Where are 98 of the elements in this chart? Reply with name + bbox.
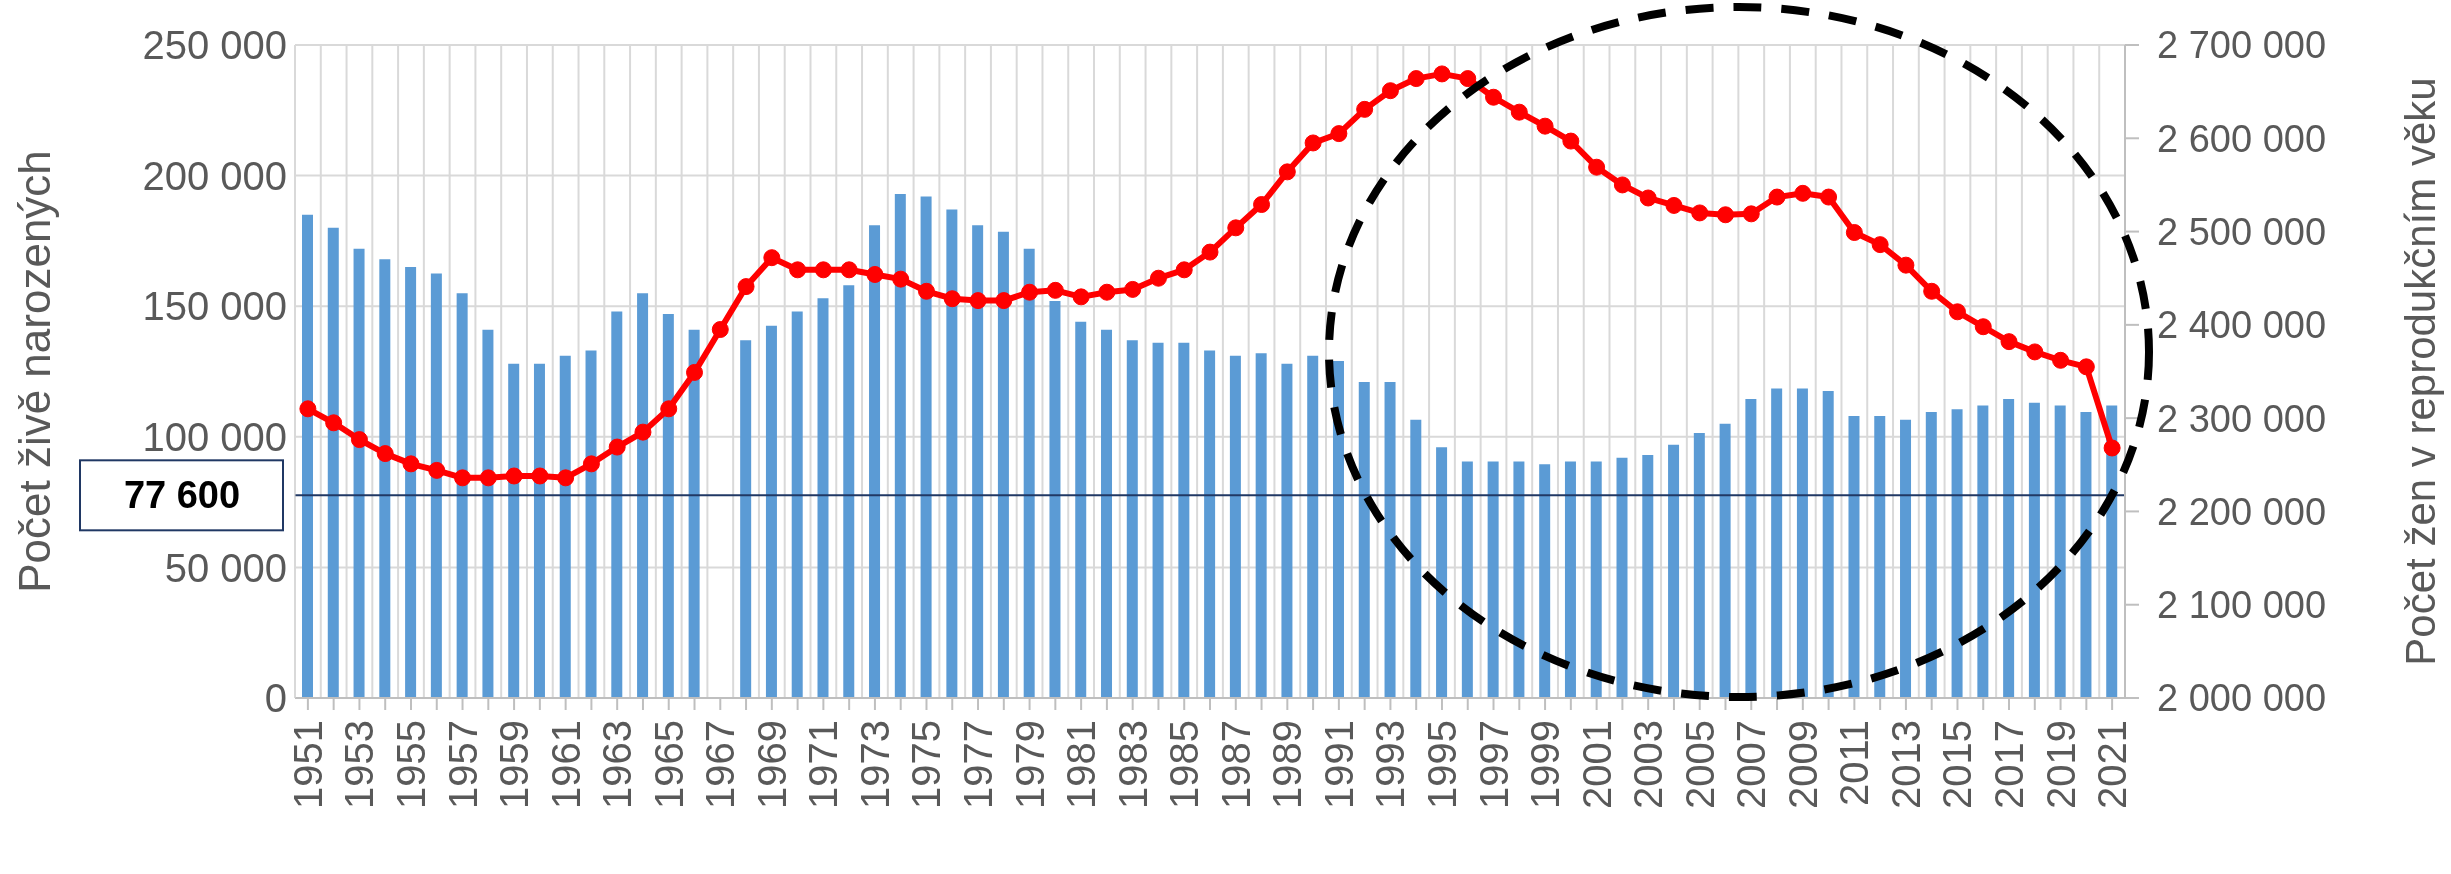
y2-axis-title: Počet žen v reprodukčním věku bbox=[2396, 77, 2444, 666]
x-tick-label: 1987 bbox=[1213, 720, 1258, 809]
bar bbox=[740, 340, 752, 698]
bar bbox=[817, 298, 829, 698]
bar bbox=[1358, 381, 1370, 698]
bar bbox=[1900, 419, 1912, 698]
x-tick-label: 1979 bbox=[1007, 720, 1052, 809]
x-tick-label: 1963 bbox=[595, 720, 640, 809]
bar bbox=[1513, 461, 1525, 698]
bar bbox=[1152, 342, 1164, 698]
x-tick-label: 1961 bbox=[543, 720, 588, 809]
x-tick-label: 1981 bbox=[1059, 720, 1104, 809]
y2-tick-label: 2 400 000 bbox=[2157, 304, 2327, 347]
bar bbox=[1874, 415, 1886, 698]
bar bbox=[1436, 447, 1448, 698]
x-tick-label: 2001 bbox=[1574, 720, 1619, 809]
bar bbox=[1822, 391, 1834, 698]
ref-line-label: 77 600 bbox=[123, 474, 241, 517]
y-tick-label: 150 000 bbox=[142, 284, 287, 329]
bar bbox=[843, 285, 855, 698]
bar bbox=[1771, 388, 1783, 698]
y-axis-title: Počet živě narozených bbox=[9, 150, 59, 593]
y-tick-label: 0 bbox=[264, 676, 287, 721]
x-tick-label: 2007 bbox=[1729, 720, 1774, 809]
bar bbox=[791, 311, 803, 698]
x-tick-label: 1969 bbox=[749, 720, 794, 809]
x-tick-label: 1993 bbox=[1368, 720, 1413, 809]
x-tick-label: 2021 bbox=[2090, 720, 2135, 809]
x-tick-label: 1997 bbox=[1471, 720, 1516, 809]
bar bbox=[1616, 457, 1628, 698]
bar bbox=[1075, 321, 1087, 698]
x-tick-label: 1975 bbox=[904, 720, 949, 809]
x-tick-label: 1983 bbox=[1110, 720, 1155, 809]
x-tick-label: 2011 bbox=[1832, 720, 1877, 807]
bar bbox=[1796, 388, 1808, 698]
bar bbox=[1281, 363, 1293, 698]
x-tick-label: 2005 bbox=[1677, 720, 1722, 809]
bar bbox=[1487, 461, 1499, 698]
y-tick-label: 200 000 bbox=[142, 153, 287, 198]
bar bbox=[2080, 411, 2092, 698]
y-tick-label: 50 000 bbox=[164, 545, 287, 590]
x-tick-label: 1999 bbox=[1523, 720, 1568, 809]
x-tick-label: 1951 bbox=[285, 720, 330, 809]
x-tick-label: 1957 bbox=[440, 720, 485, 809]
x-tick-label: 1991 bbox=[1316, 720, 1361, 809]
y2-tick-label: 2 000 000 bbox=[2157, 677, 2327, 720]
x-tick-label: 1995 bbox=[1419, 720, 1464, 809]
x-tick-label: 1985 bbox=[1162, 720, 1207, 809]
y2-tick-label: 2 200 000 bbox=[2157, 490, 2327, 533]
x-tick-label: 1953 bbox=[337, 720, 382, 809]
y2-tick-label: 2 500 000 bbox=[2157, 211, 2327, 254]
x-tick-label: 1955 bbox=[388, 720, 433, 809]
bar bbox=[1642, 455, 1654, 698]
bar bbox=[1384, 381, 1396, 698]
x-tick-label: 2003 bbox=[1626, 720, 1671, 809]
y-tick-label: 100 000 bbox=[142, 415, 287, 459]
bar bbox=[1848, 415, 1860, 698]
x-tick-label: 2009 bbox=[1780, 720, 1825, 809]
x-tick-label: 2013 bbox=[1883, 720, 1928, 809]
bar bbox=[1229, 355, 1241, 698]
y2-tick-label: 2 100 000 bbox=[2157, 584, 2327, 627]
bar bbox=[765, 325, 777, 698]
x-tick-label: 1971 bbox=[801, 720, 846, 809]
y2-tick-label: 2 700 000 bbox=[2157, 24, 2327, 67]
x-tick-label: 1965 bbox=[646, 720, 691, 809]
bar bbox=[1977, 405, 1989, 698]
y2-tick-label: 2 600 000 bbox=[2157, 117, 2327, 160]
bar bbox=[1925, 411, 1937, 698]
x-tick-label: 2019 bbox=[2038, 720, 2083, 809]
bar bbox=[1668, 444, 1680, 698]
x-tick-label: 1977 bbox=[956, 720, 1001, 809]
bar bbox=[1564, 461, 1576, 698]
bar bbox=[1126, 340, 1138, 698]
x-tick-label: 1973 bbox=[852, 720, 897, 809]
x-tick-label: 1989 bbox=[1265, 720, 1310, 809]
bar bbox=[2054, 405, 2066, 698]
bar bbox=[1539, 464, 1551, 698]
bar bbox=[1719, 423, 1731, 698]
x-tick-label: 1959 bbox=[492, 720, 537, 809]
bar bbox=[1590, 461, 1602, 698]
bar bbox=[1101, 329, 1113, 698]
bar bbox=[1951, 409, 1963, 698]
x-tick-label: 2017 bbox=[1987, 720, 2032, 809]
x-tick-label: 1967 bbox=[698, 720, 743, 809]
bar bbox=[508, 363, 520, 698]
x-tick-label: 2015 bbox=[1935, 720, 1980, 809]
bar bbox=[1410, 419, 1422, 698]
bar bbox=[1178, 342, 1190, 698]
bar bbox=[1332, 361, 1344, 698]
y2-tick-label: 2 300 000 bbox=[2157, 397, 2327, 440]
bar bbox=[972, 225, 984, 698]
bar bbox=[2003, 398, 2015, 698]
bar bbox=[1204, 350, 1216, 698]
bar bbox=[1307, 355, 1319, 698]
bar bbox=[1461, 461, 1473, 698]
y-tick-label: 250 000 bbox=[142, 23, 287, 68]
bar bbox=[2028, 402, 2040, 698]
bar bbox=[1255, 353, 1267, 698]
